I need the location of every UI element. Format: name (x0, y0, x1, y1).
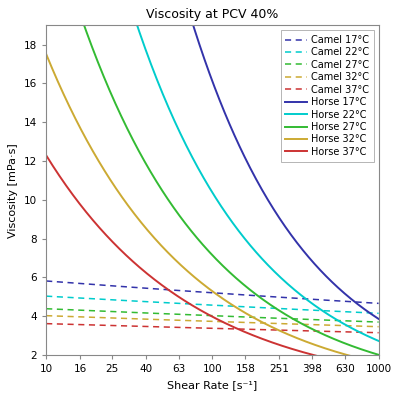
Camel 17°C (284, 295, 288, 300)
Horse 32°C (44, 52, 48, 57)
Horse 27°C (284, 312, 288, 317)
Camel 37°C (376, 330, 381, 335)
Camel 32°C (84, 315, 88, 320)
Horse 37°C (44, 153, 48, 158)
Camel 32°C (285, 322, 290, 326)
Horse 27°C (152, 176, 157, 181)
Camel 37°C (84, 322, 88, 327)
Camel 27°C (376, 320, 381, 324)
Camel 27°C (253, 315, 258, 320)
Camel 37°C (176, 325, 180, 330)
Line: Horse 17°C: Horse 17°C (46, 0, 379, 319)
Line: Horse 27°C: Horse 27°C (46, 0, 379, 355)
Camel 37°C (284, 328, 288, 333)
Line: Camel 22°C: Camel 22°C (46, 296, 379, 313)
Horse 37°C (253, 334, 258, 339)
Horse 17°C (253, 175, 258, 180)
Horse 32°C (176, 260, 180, 265)
Camel 37°C (44, 321, 48, 326)
Horse 32°C (152, 236, 157, 240)
Line: Horse 22°C: Horse 22°C (46, 0, 379, 341)
Camel 22°C (176, 301, 180, 306)
Camel 27°C (176, 312, 180, 317)
Horse 22°C (376, 339, 381, 343)
Horse 27°C (376, 352, 381, 357)
Horse 27°C (253, 291, 258, 296)
Camel 22°C (285, 306, 290, 311)
Horse 22°C (152, 71, 157, 76)
Camel 32°C (176, 318, 180, 323)
Camel 17°C (176, 288, 180, 293)
Horse 17°C (284, 226, 288, 230)
Horse 32°C (284, 331, 288, 336)
Horse 22°C (285, 282, 290, 287)
Camel 22°C (376, 311, 381, 316)
Camel 17°C (44, 279, 48, 283)
Horse 17°C (376, 316, 381, 321)
Horse 37°C (152, 277, 157, 282)
Camel 17°C (376, 301, 381, 306)
Camel 32°C (44, 313, 48, 318)
Camel 37°C (152, 324, 157, 329)
Horse 37°C (176, 294, 180, 298)
Camel 22°C (44, 294, 48, 298)
Camel 37°C (285, 328, 290, 333)
Horse 32°C (253, 316, 258, 321)
Camel 22°C (84, 296, 88, 301)
Horse 27°C (285, 313, 290, 318)
Camel 27°C (152, 311, 157, 316)
Camel 22°C (253, 305, 258, 310)
Horse 22°C (253, 249, 258, 254)
Camel 17°C (285, 295, 290, 300)
Line: Horse 37°C: Horse 37°C (46, 155, 379, 369)
Line: Camel 37°C: Camel 37°C (46, 324, 379, 333)
Horse 37°C (84, 210, 88, 215)
Horse 37°C (376, 367, 381, 371)
Camel 32°C (376, 324, 381, 329)
Horse 32°C (376, 361, 381, 365)
Horse 27°C (176, 211, 180, 216)
Horse 22°C (284, 280, 288, 285)
Line: Horse 32°C: Horse 32°C (46, 54, 379, 363)
Camel 27°C (284, 316, 288, 321)
Camel 27°C (44, 306, 48, 311)
Horse 37°C (285, 345, 290, 350)
Legend: Camel 17°C, Camel 22°C, Camel 27°C, Camel 32°C, Camel 37°C, Horse 17°C, Horse 22: Camel 17°C, Camel 22°C, Camel 27°C, Came… (281, 30, 374, 162)
Horse 22°C (176, 126, 180, 131)
Camel 22°C (152, 300, 157, 304)
Camel 32°C (284, 322, 288, 326)
Line: Camel 32°C: Camel 32°C (46, 316, 379, 327)
Camel 17°C (152, 287, 157, 291)
Camel 32°C (152, 317, 157, 322)
Camel 17°C (84, 281, 88, 286)
Horse 17°C (285, 228, 290, 233)
Y-axis label: Viscosity [mPa·s]: Viscosity [mPa·s] (8, 143, 18, 238)
Horse 32°C (285, 332, 290, 337)
Camel 27°C (84, 308, 88, 313)
Title: Viscosity at PCV 40%: Viscosity at PCV 40% (146, 8, 278, 21)
Camel 22°C (284, 306, 288, 311)
Camel 27°C (285, 316, 290, 321)
Camel 17°C (253, 293, 258, 298)
Line: Camel 17°C: Camel 17°C (46, 281, 379, 303)
Camel 32°C (253, 320, 258, 325)
Horse 27°C (84, 29, 88, 33)
X-axis label: Shear Rate [s⁻¹]: Shear Rate [s⁻¹] (167, 380, 258, 390)
Horse 32°C (84, 137, 88, 142)
Horse 37°C (284, 345, 288, 349)
Camel 37°C (253, 327, 258, 332)
Line: Camel 27°C: Camel 27°C (46, 309, 379, 322)
